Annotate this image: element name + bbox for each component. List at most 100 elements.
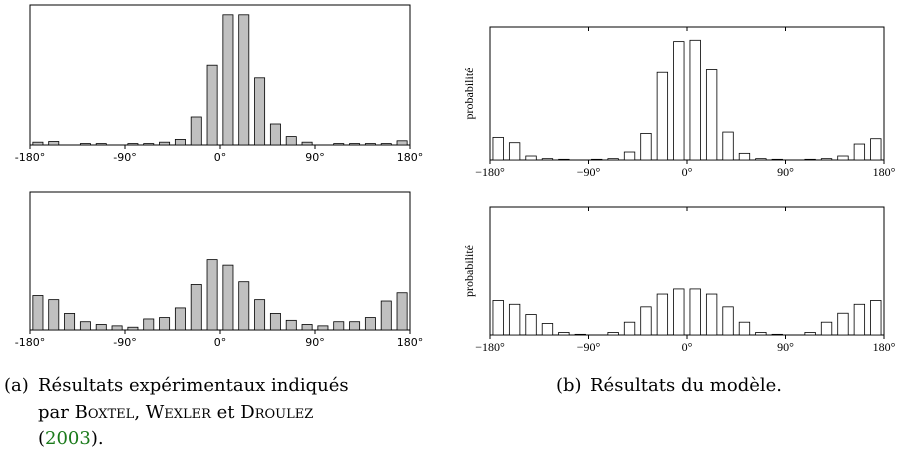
bar [607,158,619,161]
x-tick-label: 0° [682,340,693,354]
bar [591,158,603,161]
bar [349,321,361,331]
author: Droulez [240,402,313,423]
caption-text: par Boxtel, Wexler et Droulez [38,402,313,423]
bar [853,303,866,336]
x-tick-label: 0° [214,336,227,349]
bar [705,69,718,161]
plot-frame [489,26,885,161]
citation-link[interactable]: 2003 [45,428,91,449]
plot-frame [29,4,411,146]
bar [95,324,107,331]
bar [870,138,882,161]
bar [174,307,186,331]
bar [254,77,266,146]
bar [837,155,849,161]
caption-text: et [211,402,240,423]
bar [159,317,171,331]
x-tick-label: 90° [305,336,325,349]
x-tick-label: 90° [777,165,794,179]
bar [771,333,783,336]
x-tick-label: 90° [777,340,794,354]
bar [738,321,751,336]
bar [396,140,408,146]
bar [558,158,570,161]
author: Wexler [146,402,212,423]
caption-text: (2003). [38,428,104,449]
bar [525,155,537,161]
bar [95,143,107,146]
bar [771,158,783,161]
bar [32,141,44,146]
bar [301,324,313,331]
bar [396,292,408,331]
bar [333,143,345,146]
bar [623,151,636,161]
x-tick-label: 90° [305,151,325,164]
bar [870,300,882,336]
bar [492,136,504,161]
caption-label: (a) [4,375,29,396]
x-tick-label: 180° [397,151,424,164]
bar [364,143,376,146]
bar [722,131,734,161]
bar [673,41,685,161]
bar [269,123,281,146]
chart: -180° -90° 0° 90° 180° [15,4,424,164]
bar [206,64,218,146]
bar [640,132,652,161]
bar [380,300,392,331]
chart: −180° −90° 0° 90° 180° probabilité [462,206,896,354]
bar [79,321,91,331]
x-tick-label: 180° [873,340,896,354]
x-tick-label: -180° [15,336,45,349]
bar [755,158,767,161]
bar [127,326,139,331]
bar [837,312,849,336]
x-tick-label: -180° [15,151,45,164]
bar [64,313,76,331]
bar [127,143,139,146]
bar [380,143,392,146]
bar [159,141,171,146]
bar [820,321,833,336]
bar [317,325,329,331]
x-tick-label: 0° [214,151,227,164]
bar [804,158,816,161]
caption-text: Résultats du modèle. [590,375,782,396]
chart: −180° −90° 0° 90° 180° probabilité [462,26,896,179]
bar [705,293,718,336]
bar [508,303,521,336]
author: Boxtel [75,402,135,423]
bar [79,143,91,146]
bar [541,158,554,161]
caption-text: ( [38,428,45,449]
bar [285,319,297,331]
bar [222,14,234,146]
bar [285,136,297,146]
bar [143,143,155,146]
chart: -180° -90° 0° 90° 180° [15,191,424,349]
bar [689,39,701,161]
bar [111,325,123,331]
bar [673,288,685,336]
bar [254,299,266,331]
bar [558,332,570,336]
caption-a: (a) Résultats expérimentaux indiqués par… [4,375,349,449]
caption-text: Résultats expérimentaux indiqués [38,375,349,396]
bar [853,143,866,161]
x-tick-label: -90° [113,151,136,164]
bar [820,158,833,161]
bar [640,306,652,336]
bar [755,332,767,336]
caption-b: (b) Résultats du modèle. [556,375,782,396]
x-tick-label: −90° [577,340,601,354]
bar [689,288,701,336]
bar [206,259,218,331]
x-tick-label: 180° [873,165,896,179]
x-tick-label: 180° [397,336,424,349]
bar [32,295,44,331]
bar [48,299,60,331]
bar [190,284,202,331]
